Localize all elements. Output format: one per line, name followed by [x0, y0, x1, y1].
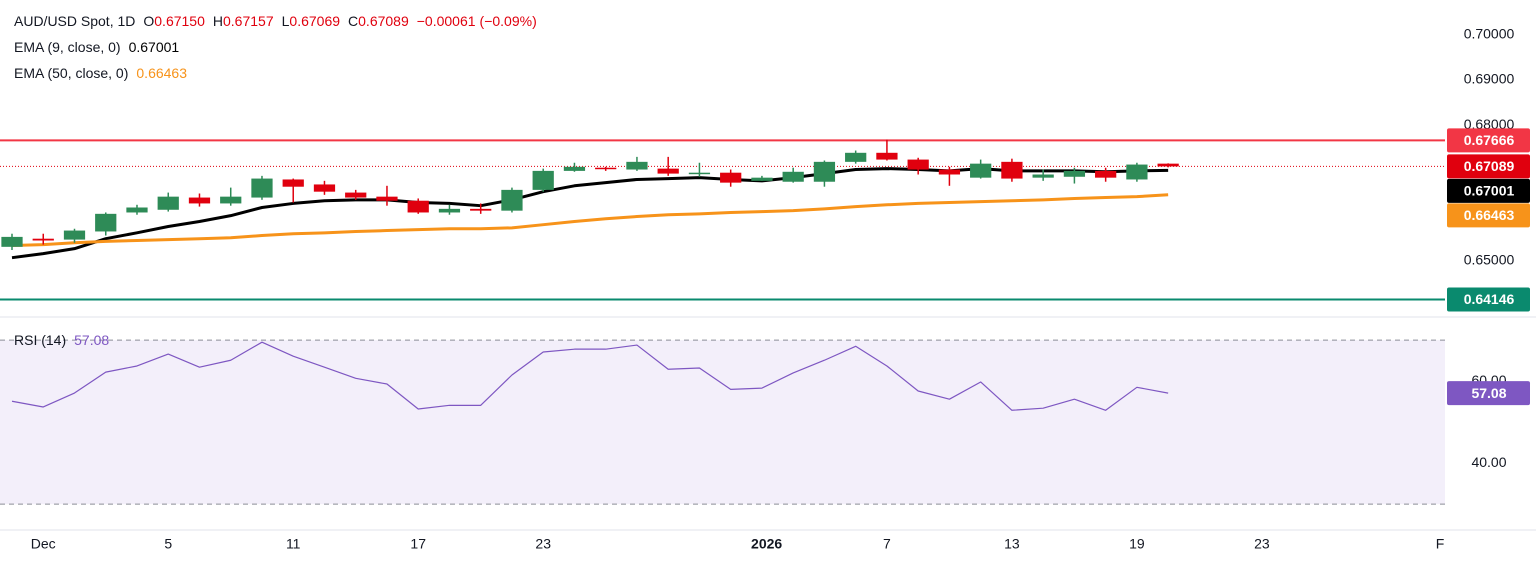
- ohlc-key: L: [282, 13, 290, 29]
- candle-body: [407, 200, 429, 213]
- legend-name: EMA (9, close, 0): [14, 39, 121, 55]
- x-tick-label: 2026: [751, 536, 782, 552]
- candle-body: [501, 189, 523, 211]
- price-badge: [1447, 287, 1530, 312]
- rsi-badge-label: 57.08: [1471, 385, 1506, 401]
- x-tick-label: 19: [1129, 536, 1145, 552]
- ohlc-value: 0.67157: [223, 13, 274, 29]
- ohlc-value: 0.67069: [289, 13, 340, 29]
- candle-body: [876, 152, 898, 160]
- price-badge: [1447, 128, 1530, 153]
- candle-body: [626, 161, 648, 170]
- legend-entry: EMA (9, close, 0) 0.67001: [14, 39, 179, 55]
- candle-body: [376, 196, 398, 201]
- ohlc-key: C: [348, 13, 358, 29]
- price-badge-label: 0.67089: [1464, 158, 1515, 174]
- candle-body: [438, 208, 461, 213]
- rsi-legend: RSI (14) 57.08: [14, 332, 109, 348]
- rsi-band: [0, 340, 1445, 505]
- candle-body: [157, 196, 179, 210]
- ohlc-value: 0.67150: [154, 13, 205, 29]
- y-tick-label: 0.69000: [1464, 71, 1515, 87]
- x-tick-label: 13: [1004, 536, 1020, 552]
- price-badge: [1447, 178, 1530, 203]
- candle-body: [938, 169, 961, 175]
- candle-body: [95, 213, 117, 232]
- candle-body: [32, 238, 54, 241]
- symbol: AUD/USD Spot, 1D: [14, 13, 135, 29]
- legend-entry: EMA (50, close, 0) 0.66463: [14, 65, 187, 81]
- legend-value: 0.66463: [136, 65, 187, 81]
- candle-body: [282, 179, 304, 187]
- rsi-tick-label: 40.00: [1471, 454, 1506, 470]
- candle-body: [751, 177, 773, 181]
- x-tick-label: Dec: [31, 536, 56, 552]
- x-tick-label: 7: [883, 536, 891, 552]
- x-tick-label: 23: [535, 536, 551, 552]
- change-pct: (−0.09%): [480, 13, 537, 29]
- x-tick-label: 17: [410, 536, 426, 552]
- rsi-badge: [1447, 381, 1530, 406]
- candle-body: [313, 184, 336, 192]
- price-badge: [1447, 154, 1530, 179]
- ohlc-key: O: [143, 13, 154, 29]
- x-tick-label: F: [1436, 536, 1445, 552]
- candle-body: [63, 230, 86, 240]
- price-badge: [1447, 203, 1530, 228]
- header: AUD/USD Spot, 1D O0.67150 H0.67157 L0.67069…: [14, 13, 537, 29]
- y-tick-label: 0.68000: [1464, 116, 1515, 132]
- candle-body: [1063, 170, 1086, 177]
- candle-body: [220, 196, 242, 204]
- x-tick-label: 23: [1254, 536, 1270, 552]
- rsi-name: RSI (14): [14, 332, 66, 348]
- candle-body: [1001, 161, 1023, 179]
- candle-body: [1, 236, 23, 247]
- candle-body: [688, 172, 711, 175]
- candle-body: [126, 207, 148, 213]
- y-tick-label: 0.65000: [1464, 252, 1515, 268]
- candle-body: [907, 159, 929, 170]
- price-badge-label: 0.64146: [1464, 291, 1515, 307]
- candle-body: [595, 167, 617, 170]
- candle-body: [813, 161, 836, 182]
- candle-body: [1126, 164, 1148, 180]
- change: −0.00061: [417, 13, 476, 29]
- price-badge-label: 0.66463: [1464, 207, 1515, 223]
- y-tick-label: 0.70000: [1464, 26, 1515, 42]
- candle-body: [1095, 170, 1117, 178]
- candle-body: [188, 197, 211, 204]
- candle-body: [563, 166, 586, 171]
- ohlc-value: 0.67089: [358, 13, 409, 29]
- x-tick-label: 11: [286, 536, 301, 552]
- candle-body: [251, 178, 273, 198]
- candle-body: [345, 192, 367, 198]
- rsi-value: 57.08: [74, 332, 109, 348]
- series-line: [11, 341, 1169, 411]
- candle-body: [470, 208, 492, 211]
- price-badge-label: 0.67001: [1464, 183, 1515, 199]
- candle-body: [720, 172, 742, 183]
- x-tick-label: 5: [164, 536, 172, 552]
- ohlc-key: H: [213, 13, 223, 29]
- price-badge-label: 0.67666: [1464, 132, 1515, 148]
- candle-body: [657, 168, 679, 174]
- series-line: [11, 193, 1169, 247]
- candle-body: [845, 152, 867, 162]
- legend-value: 0.67001: [129, 39, 180, 55]
- candle-body: [1157, 163, 1179, 167]
- candle-body: [532, 170, 554, 190]
- candle-body: [782, 171, 804, 182]
- candle-body: [970, 163, 992, 178]
- legend-name: EMA (50, close, 0): [14, 65, 128, 81]
- candle-body: [1032, 174, 1054, 178]
